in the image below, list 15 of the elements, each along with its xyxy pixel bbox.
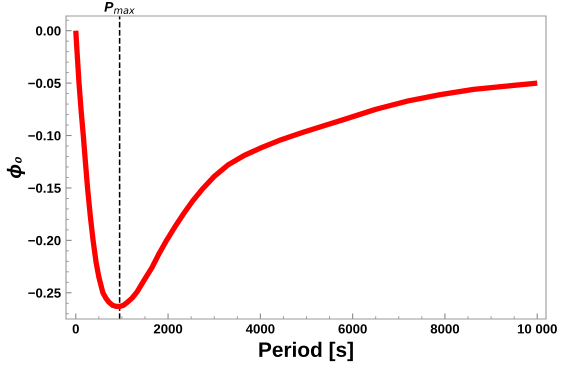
x-tick-label: 4000: [246, 324, 274, 334]
y-tick-label: −0.20: [28, 236, 61, 246]
x-tick-label: 8000: [430, 324, 460, 334]
x-tick-label: 6000: [338, 324, 367, 334]
y-tick-label: −0.25: [28, 288, 61, 298]
ref-line-label: P$_{max}$: [104, 2, 135, 14]
y-tick-label: −0.10: [28, 131, 61, 140]
y-tick-label: 0.00: [36, 26, 61, 36]
x-tick-label: 0: [72, 324, 79, 334]
x-tick-label: 2000: [154, 324, 182, 334]
x-axis-title: Period [s]: [259, 342, 353, 362]
y-tick-label: −0.15: [28, 184, 61, 193]
x-tick-label: 10 000: [518, 324, 557, 334]
y-tick-label: −0.05: [28, 78, 61, 88]
y-axis-title: ϕ₀: [6, 156, 25, 178]
